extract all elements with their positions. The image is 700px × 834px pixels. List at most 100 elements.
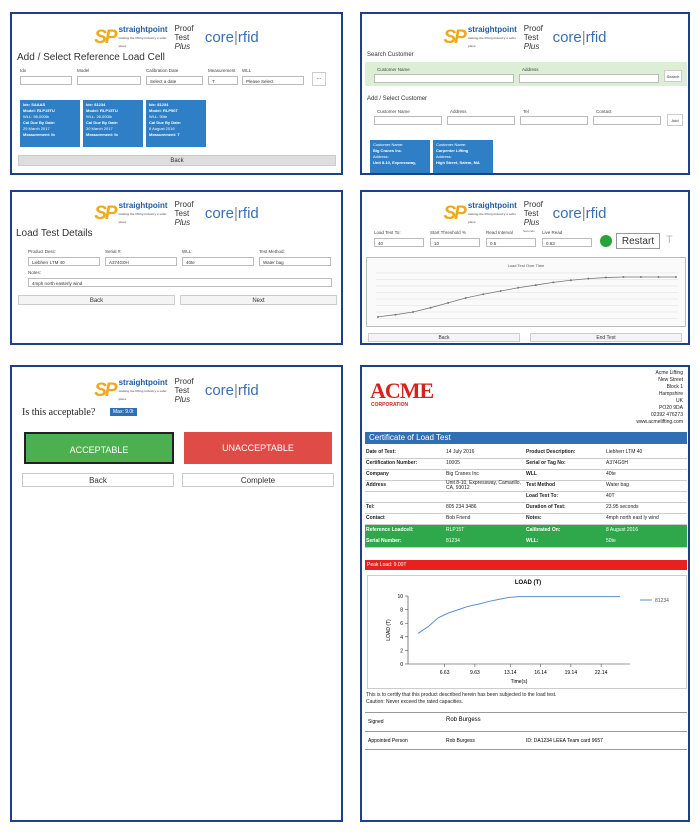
unit-label: T — [666, 234, 673, 246]
end-test-button[interactable]: End Test — [530, 333, 682, 342]
cell-value: 14 July 2016 — [446, 449, 475, 455]
card-line: Measurement: T — [149, 132, 180, 137]
peak-load: Peak Load: 9.00T — [365, 560, 687, 570]
logo-mark: SP — [94, 202, 117, 224]
card-line: High Street, Salem, MA — [436, 160, 480, 165]
acceptable-button[interactable]: ACCEPTABLE — [24, 432, 174, 464]
card-line: Big Cranes Inc. — [373, 148, 403, 153]
back-button[interactable]: Back — [368, 333, 520, 342]
customer-card[interactable]: Customer Name: Carpenter Lifting Address: H… — [433, 140, 493, 173]
caution-text: Caution: Never exceed the rated capaciti… — [366, 699, 463, 705]
legend-label: 81234 — [655, 598, 669, 604]
product: Proof Test Plus — [175, 200, 196, 227]
back-button[interactable]: Back — [18, 295, 175, 305]
field-label: Read Interval — [486, 230, 513, 235]
field-label: Test Method: — [259, 249, 285, 254]
max-badge: Max: 9.0t — [110, 408, 137, 416]
field-label: Live Read — [542, 230, 563, 235]
search-label: Address — [522, 67, 539, 72]
customer-screen: SP straightpoint making the lifting indus… — [360, 12, 690, 175]
field-label: WLL: — [182, 249, 193, 254]
add-input[interactable] — [447, 116, 515, 125]
restart-button[interactable]: Restart — [616, 233, 660, 249]
product-name: Proof Test — [174, 377, 194, 395]
product: Proof Test Plus — [175, 377, 196, 404]
chart-frame — [366, 257, 686, 327]
cell-value: Liebherr LTM 40 — [606, 449, 643, 455]
live-point — [429, 306, 432, 309]
card-line: 8 August 2016 — [149, 126, 175, 131]
cell-value: 10005 — [446, 460, 460, 466]
customer-card[interactable]: Customer Name: Big Cranes Inc. Address: Uni… — [370, 140, 430, 173]
address-line: Block 1 — [666, 384, 683, 390]
y-tick-label: 2 — [400, 648, 403, 654]
add-input[interactable] — [520, 116, 588, 125]
y-tick-label: 4 — [400, 635, 403, 641]
address-line: New Street — [658, 377, 683, 383]
logo-mark: SP — [94, 379, 117, 401]
field-input[interactable]: 0.5 — [486, 238, 536, 247]
load-cell-card[interactable]: Idx: 81234 Model: RLP15TU WLL: 26,000lb Cal… — [83, 100, 143, 147]
add-input[interactable] — [374, 116, 442, 125]
live-chart: Load Test Over Time — [366, 257, 686, 327]
unacceptable-button[interactable]: UNACCEPTABLE — [184, 432, 332, 464]
add-label: Tel — [523, 109, 529, 114]
field-label: Calibration Date — [146, 68, 179, 73]
highlight-row — [365, 525, 687, 536]
search-button[interactable]: Search — [664, 70, 682, 82]
search-input[interactable] — [374, 74, 514, 83]
field-input[interactable]: 0.63 — [542, 238, 592, 247]
live-point — [622, 276, 625, 278]
partner-core: core — [552, 29, 582, 46]
field-input[interactable]: Please Select — [242, 76, 304, 85]
field-input[interactable]: A374G0H — [105, 257, 177, 266]
product: Proof Test Plus — [175, 24, 196, 51]
back-button[interactable]: Back — [22, 473, 174, 487]
logo: SP straightpoint making the lifting indus… — [94, 24, 259, 51]
field-input[interactable]: Water bag — [259, 257, 331, 266]
separator — [365, 749, 687, 750]
field-input[interactable] — [77, 76, 141, 85]
field-input[interactable]: 40 — [374, 238, 424, 247]
add-input[interactable] — [593, 116, 661, 125]
product: Proof Test Plus — [524, 200, 544, 227]
row-line — [365, 513, 687, 514]
card-line: Carpenter Lifting — [436, 148, 469, 153]
field-input[interactable]: 40te — [182, 257, 254, 266]
field-input[interactable] — [20, 76, 72, 85]
search-input[interactable] — [519, 74, 659, 83]
appointed-id: ID: DA1234 LEEA Team card 9657 — [526, 738, 603, 744]
highlight-row — [365, 536, 687, 547]
live-point — [517, 286, 520, 289]
card-line: Measurement: lb — [86, 132, 118, 137]
partner-rfid: rfid — [237, 382, 259, 399]
add-title: Add / Select Customer — [367, 96, 428, 102]
card-line: WLL: 55,000lb — [23, 114, 49, 119]
field-input[interactable]: Liebherr LTM 40 — [28, 257, 100, 266]
load-cell-card[interactable]: Idx: 81234 Model: RLP50T WLL: 50te Cal Due … — [146, 100, 206, 147]
brand-name: straightpoint — [118, 377, 168, 387]
field-input[interactable]: Select a date — [146, 76, 203, 85]
live-point — [569, 279, 572, 282]
card-line: Idx: 81234 — [86, 102, 106, 107]
certificate: ACME CORPORATION Acme Lifting New Street B… — [360, 365, 690, 822]
field-input[interactable]: 10 — [430, 238, 480, 247]
field-input[interactable]: T — [208, 76, 238, 85]
complete-button[interactable]: Complete — [182, 473, 334, 487]
tagline: making the lifting industry a safer plac… — [118, 211, 167, 224]
live-point — [534, 284, 537, 287]
more-button[interactable]: ... — [312, 72, 326, 86]
address-line: UK — [676, 398, 683, 404]
product-suffix: Plus — [523, 218, 540, 227]
next-button[interactable]: Next — [180, 295, 337, 305]
add-button[interactable]: Add — [667, 114, 683, 126]
cell-label: Duration of Test: — [526, 504, 566, 510]
field-label: Start Threshold % — [430, 230, 466, 235]
product-suffix: Plus — [174, 42, 191, 51]
back-button[interactable]: Back — [18, 155, 336, 166]
card-line: Idx: 81234 — [149, 102, 169, 107]
screen-title: Add / Select Reference Load Cell — [17, 52, 165, 63]
notes-input[interactable]: 4mph north easterly wind — [28, 278, 332, 287]
load-cell-card[interactable]: Idx: SAAAS Model: RLP15TU WLL: 55,000lb Cal… — [20, 100, 80, 147]
